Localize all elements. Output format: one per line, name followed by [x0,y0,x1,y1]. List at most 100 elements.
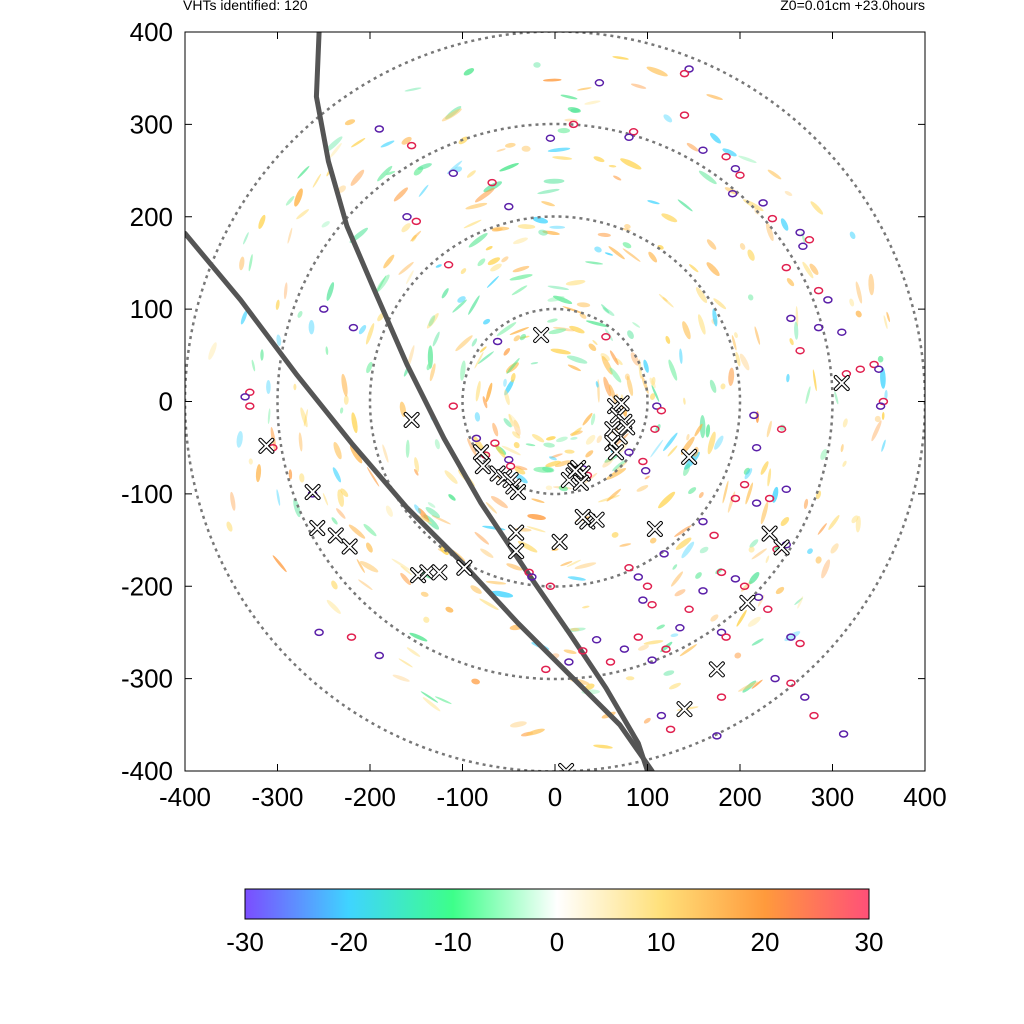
vht-marker [588,511,605,528]
vht-marker [572,474,589,491]
field-streak [358,579,373,590]
field-streak [570,627,580,632]
x-tick-label: -400 [159,782,211,812]
field-streak [675,537,692,550]
field-streak [538,229,548,236]
field-streak [477,351,494,364]
vht-marker [474,458,491,475]
field-streak [391,558,412,571]
field-streak [326,599,341,614]
vht-contour [471,434,482,443]
field-streak [475,380,481,402]
vht-contour [698,587,708,595]
vht-contour [492,337,503,346]
field-streak [480,548,494,558]
field-streak [418,184,429,197]
field-streak [398,261,414,275]
field-streak [308,320,315,335]
field-streak [359,560,379,573]
field-streak [643,717,651,724]
field-streak [392,674,410,682]
field-streak [275,299,280,310]
field-streak [487,257,501,266]
field-streak [884,389,888,401]
field-streak [630,352,640,366]
field-streak [455,335,473,352]
field-streak [735,351,741,367]
field-streak [414,468,419,476]
vht-contour [402,213,412,221]
field-streak [293,383,297,391]
vht-contour [776,425,787,433]
field-streak [531,498,545,503]
field-streak [549,225,566,229]
field-streak [560,561,573,567]
field-streak [344,119,356,126]
field-streak [333,441,342,460]
field-streak [727,491,736,513]
field-streak [624,224,631,229]
field-streak [650,393,656,400]
field-streak [300,407,308,428]
field-streak [543,178,565,184]
field-streak [880,367,886,389]
field-streak [604,252,614,256]
field-streak [276,489,281,506]
field-streak [243,232,249,245]
vht-contour [698,146,708,154]
field-streak [809,263,819,275]
field-streak [651,376,656,386]
field-streak [794,597,803,605]
field-streak [463,219,482,229]
field-streak [287,227,293,244]
field-streak [460,268,467,275]
vht-marker [646,520,663,537]
field-streak [612,459,628,472]
vht-contour [716,568,727,577]
field-streak [340,488,349,497]
vht-contour [624,448,634,457]
field-streak [266,380,271,394]
field-streak [272,555,287,573]
field-streak [377,165,393,182]
vht-marker [341,538,358,555]
field-streak [585,261,604,265]
colorbar-tick-label: -20 [330,927,368,957]
field-streak [585,434,596,445]
field-streak [343,395,349,405]
field-streak [471,338,478,347]
field-streak [348,524,366,539]
field-streak [802,261,814,279]
y-tick-label: 100 [130,294,173,324]
vht-marker [574,508,591,525]
colorbar [244,888,870,920]
field-streak [533,466,554,473]
vht-marker [533,326,550,343]
field-streak [491,227,503,232]
vht-marker [258,437,275,454]
field-streak [336,508,346,519]
field-streak [570,108,580,113]
vht-contour [661,645,671,653]
field-streak [747,616,761,627]
field-streak [682,321,691,340]
field-streak [503,378,507,387]
field-streak [509,274,533,281]
vht-contour [823,296,833,304]
field-streak [705,424,711,438]
field-streak [886,311,891,323]
vht-marker [708,661,725,678]
field-streak [660,641,673,653]
vht-contour [314,628,324,637]
field-streak [248,254,253,272]
field-streak [767,169,782,180]
field-streak [670,633,679,637]
field-streak [414,457,420,473]
field-streak [786,278,795,287]
field-streak [425,507,440,518]
field-streak [366,361,373,374]
vht-contour [795,346,805,355]
field-streak [444,470,458,484]
field-streak [849,298,855,307]
vht-contour [240,393,250,401]
